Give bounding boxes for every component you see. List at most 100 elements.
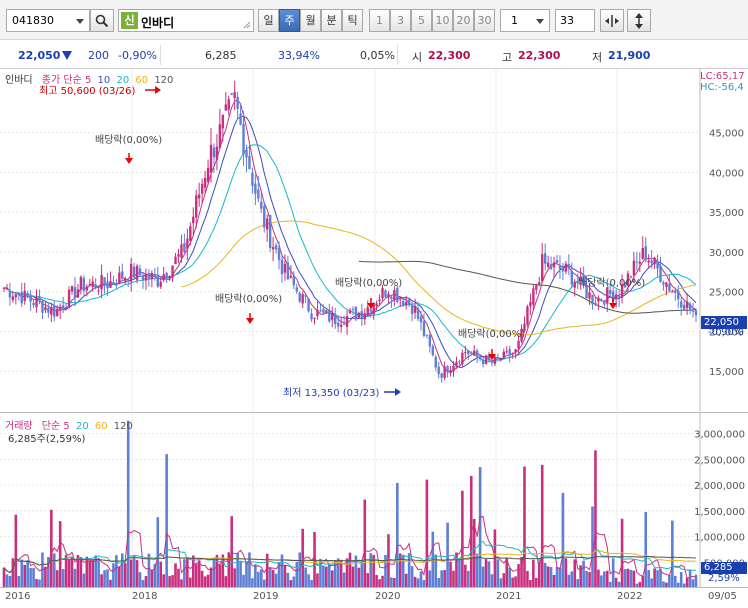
volume-bar	[254, 564, 257, 588]
stock-code-combobox[interactable]: 041830	[6, 9, 90, 32]
minute-5-button[interactable]: 5	[411, 9, 432, 32]
minute-3-button[interactable]: 3	[390, 9, 411, 32]
y-tick-label: 1,000,000	[694, 533, 745, 544]
volume-bar	[150, 569, 154, 588]
volume-bar	[363, 499, 367, 588]
price-chart-panel[interactable]: 15,000 20,000 25,000 30,000 35,000 40,000 45,0…	[0, 69, 748, 411]
candle-body	[168, 276, 171, 278]
count-input[interactable]: 33	[555, 9, 595, 32]
volume-bar	[443, 570, 446, 588]
candle-body	[239, 113, 242, 125]
candle-body	[138, 268, 142, 275]
period-tick-button[interactable]: 틱	[342, 9, 363, 32]
candle-body	[378, 299, 381, 302]
volume-bar	[186, 558, 189, 588]
candle-body	[514, 349, 517, 353]
candle-body	[564, 263, 568, 272]
volume-bar	[162, 574, 165, 588]
vol-ma5-label: 5	[63, 421, 70, 432]
volume-bar	[614, 577, 618, 588]
volume-bar	[203, 576, 207, 588]
x-label-2021: 2021	[496, 591, 522, 602]
candle-body	[475, 350, 479, 357]
volume-bar	[647, 570, 650, 588]
volume-bar	[644, 511, 648, 588]
candle-body	[576, 281, 579, 284]
period-month-button[interactable]: 월	[300, 9, 321, 32]
candle-body	[659, 265, 662, 283]
volume-bar	[88, 560, 92, 588]
candle-body	[79, 276, 83, 290]
candle-body	[334, 313, 337, 325]
volume-bar	[322, 565, 325, 588]
horizontal-zoom-button[interactable]	[600, 9, 624, 32]
candle-body	[552, 262, 556, 268]
dividend-arrow-2-head	[246, 318, 254, 324]
volume-bar	[484, 559, 488, 588]
search-icon	[95, 14, 109, 28]
candle-body	[147, 272, 151, 279]
volume-bar	[635, 583, 639, 588]
period-day-button[interactable]: 일	[258, 9, 279, 32]
volume-bar	[262, 579, 266, 588]
ma120-line	[358, 260, 697, 314]
volume-bar	[206, 574, 210, 588]
candle-body	[189, 226, 192, 241]
minute-30-button[interactable]: 30	[474, 9, 495, 32]
ma10-label: 10	[97, 75, 111, 86]
candle-body	[336, 322, 340, 327]
candle-body	[641, 247, 644, 259]
volume-value: 6,285	[205, 49, 237, 62]
volume-bar	[73, 568, 77, 588]
volume-bar	[579, 565, 582, 588]
volume-bar	[268, 567, 272, 588]
candle-body	[410, 305, 414, 315]
vertical-zoom-button[interactable]	[627, 9, 651, 32]
y-tick-label: 3,000,000	[694, 430, 745, 441]
search-button[interactable]	[90, 9, 114, 32]
period-minute-button[interactable]: 분	[321, 9, 342, 32]
candle-body	[384, 290, 387, 298]
volume-legend: 거래량 단순 5 20 60 120	[5, 417, 133, 432]
volume-bar	[682, 583, 686, 588]
candle-body	[197, 194, 201, 199]
candle-body	[597, 297, 600, 302]
period-week-button[interactable]: 주	[279, 9, 300, 32]
candle-body	[304, 295, 307, 297]
candle-body	[274, 245, 278, 250]
candle-body	[313, 318, 316, 320]
minute-10-button[interactable]: 10	[432, 9, 453, 32]
turnover-rate: 0,05%	[360, 49, 395, 62]
volume-method-label: 단순	[41, 421, 61, 432]
candle-body	[443, 366, 446, 378]
volume-bar	[434, 554, 438, 588]
horizontal-resize-icon	[605, 15, 619, 27]
minute-1-button[interactable]: 1	[369, 9, 390, 32]
candle-body	[85, 286, 89, 291]
candle-body	[319, 310, 322, 312]
stock-code-value: 041830	[12, 14, 54, 27]
minute-20-button[interactable]: 20	[453, 9, 474, 32]
candle-body	[375, 303, 378, 307]
volume-current-tag: 6,285	[701, 562, 747, 574]
volume-chart-panel[interactable]: 500,0001,000,0001,500,0002,000,0002,500,…	[0, 412, 748, 588]
volume-bar	[372, 554, 375, 588]
y-tick-label: 2,000,000	[694, 481, 745, 492]
volume-bar	[502, 573, 506, 588]
volume-bar	[32, 568, 35, 588]
candle-body	[209, 144, 213, 173]
candle-body	[257, 189, 260, 199]
volume-bar	[189, 577, 192, 588]
volume-bar	[588, 572, 591, 588]
candle-body	[289, 275, 293, 278]
candle-body	[88, 283, 91, 286]
volume-bar	[233, 568, 236, 588]
y-tick-label: 25,000	[709, 288, 744, 299]
interval-combobox[interactable]: 1	[500, 9, 550, 32]
volume-bar	[458, 559, 461, 588]
volume-bar	[505, 558, 509, 588]
volume-bar	[378, 579, 381, 588]
volume-bar	[381, 575, 384, 588]
stock-name-field[interactable]: 신 인바디	[118, 9, 254, 32]
volume-bar	[109, 579, 112, 588]
